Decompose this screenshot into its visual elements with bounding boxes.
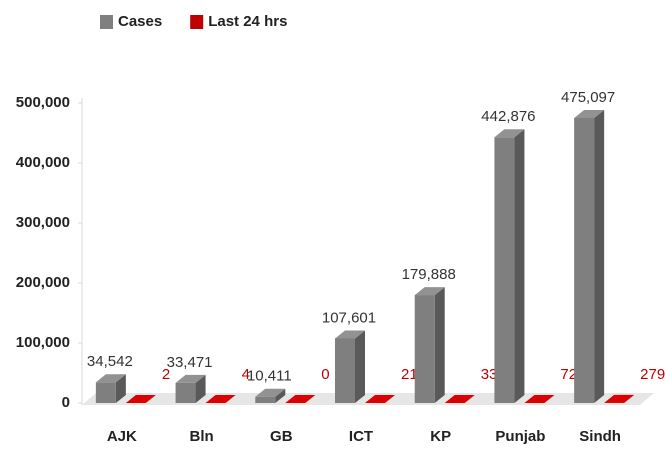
bar-side xyxy=(544,394,555,403)
data-label: 475,097 xyxy=(561,89,615,106)
bar-side xyxy=(195,374,206,403)
bar-side xyxy=(434,287,445,403)
y-tick-label: 200,000 xyxy=(16,274,70,291)
bar-side xyxy=(594,109,605,403)
bar xyxy=(175,382,196,403)
data-label: 442,876 xyxy=(481,108,535,125)
bar xyxy=(255,396,276,403)
bar xyxy=(494,137,515,403)
data-label: 33,471 xyxy=(167,354,213,371)
bar xyxy=(414,295,435,403)
data-label: 72 xyxy=(560,366,577,383)
bar-top xyxy=(494,129,525,138)
bar-side xyxy=(275,388,286,403)
data-label: 33 xyxy=(481,366,498,383)
bar-top xyxy=(285,395,316,403)
x-tick-label: Sindh xyxy=(579,428,621,445)
bar-side xyxy=(355,330,365,403)
x-tick-label: Punjab xyxy=(495,428,545,445)
bar-top xyxy=(365,394,395,403)
x-tick-label: ICT xyxy=(349,428,373,445)
bar-side xyxy=(514,129,525,403)
bar-side xyxy=(464,394,475,403)
x-tick-label: GB xyxy=(270,428,293,445)
x-tick-label: AJK xyxy=(107,428,137,445)
y-tick-label: 0 xyxy=(62,394,70,411)
bar xyxy=(95,382,116,403)
bar-top xyxy=(95,374,126,383)
y-tick-label: 300,000 xyxy=(16,214,70,231)
y-tick-label: 500,000 xyxy=(16,94,70,111)
bar-top xyxy=(205,394,236,403)
x-tick-label: Bln xyxy=(189,428,213,445)
bar-top xyxy=(335,330,365,339)
y-tick-label: 100,000 xyxy=(16,334,70,351)
bar-top xyxy=(255,388,286,397)
bar-top xyxy=(125,394,156,403)
data-label: 4 xyxy=(242,366,250,383)
bar-top xyxy=(604,394,635,403)
y-tick-label: 400,000 xyxy=(16,154,70,171)
legend-swatch xyxy=(100,15,113,29)
bar-top xyxy=(574,109,605,118)
bar-side xyxy=(225,394,236,403)
bar xyxy=(574,117,595,403)
data-label: 179,888 xyxy=(402,266,456,283)
data-label: 21 xyxy=(401,366,418,383)
bar-side xyxy=(115,374,126,403)
bar-top xyxy=(175,374,206,383)
bar-top xyxy=(414,287,445,296)
x-tick-label: KP xyxy=(430,428,451,445)
data-label: 279 xyxy=(640,366,665,383)
bar-side xyxy=(385,394,395,403)
legend-text: Cases xyxy=(118,13,162,30)
bar-top xyxy=(444,394,475,403)
data-label: 34,542 xyxy=(87,353,133,370)
data-label: 107,601 xyxy=(322,309,376,326)
legend-swatch xyxy=(190,15,204,29)
bar xyxy=(335,338,355,403)
data-label: 0 xyxy=(321,366,329,383)
data-label: 10,411 xyxy=(247,368,292,385)
data-label: 2 xyxy=(162,366,170,383)
bar-side xyxy=(145,394,156,403)
legend-text: Last 24 hrs xyxy=(208,13,287,30)
bar-side xyxy=(624,394,635,403)
floor xyxy=(82,393,654,405)
bar-top xyxy=(524,394,555,403)
